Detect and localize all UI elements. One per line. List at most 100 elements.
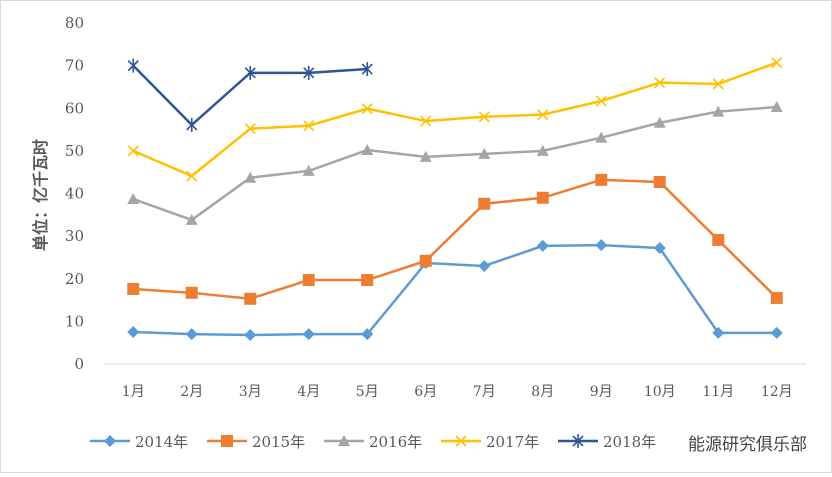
legend-label: 2018年: [603, 433, 656, 451]
data-point: [770, 291, 783, 304]
watermark: 能源研究俱乐部: [688, 435, 807, 455]
data-point: [127, 326, 140, 339]
x-tick-label: 9月: [590, 384, 613, 400]
data-point: [221, 435, 233, 447]
data-point: [244, 123, 256, 135]
data-point: [478, 259, 491, 272]
data-point: [361, 62, 373, 77]
x-tick-label: 3月: [239, 384, 262, 400]
data-point: [770, 326, 783, 339]
series-line: [132, 61, 778, 178]
data-point: [186, 170, 198, 182]
series-group: [127, 57, 783, 342]
series-2015年: [127, 173, 783, 305]
y-tick-label: 30: [65, 227, 84, 245]
series-2018年: [127, 58, 373, 132]
x-tick-label: 2月: [180, 384, 203, 400]
data-point: [185, 328, 198, 341]
data-point: [361, 328, 374, 341]
data-point: [127, 282, 140, 295]
data-point: [302, 164, 315, 176]
data-point: [185, 286, 198, 299]
legend-label: 2015年: [252, 433, 305, 451]
y-axis-label: 单位：亿千瓦时: [31, 139, 50, 251]
series-2016年: [127, 100, 783, 225]
x-axis: 1月 2月 3月 4月 5月 6月 7月 8月 9月 10月 11月 12月: [104, 363, 806, 400]
data-point: [770, 100, 783, 112]
y-tick-label: 40: [65, 185, 84, 203]
data-point: [303, 65, 315, 80]
data-point: [455, 435, 467, 447]
y-tick-label: 50: [65, 142, 84, 160]
data-point: [653, 242, 666, 255]
x-tick-label: 10月: [644, 384, 676, 400]
data-point: [338, 435, 350, 446]
data-point: [712, 105, 725, 117]
legend-label: 2016年: [369, 433, 422, 451]
x-tick-label: 8月: [531, 384, 554, 400]
data-point: [478, 197, 491, 210]
data-point: [244, 65, 256, 80]
legend-label: 2014年: [135, 433, 188, 451]
x-tick-label: 11月: [702, 384, 734, 400]
series-line: [133, 178, 778, 301]
x-tick-label: 4月: [297, 384, 320, 400]
data-point: [127, 58, 139, 73]
series-line: [132, 105, 777, 222]
data-point: [536, 239, 549, 252]
y-tick-label: 0: [74, 355, 84, 373]
data-point: [104, 435, 116, 447]
legend-item: 2017年: [441, 433, 539, 451]
legend-item: 2018年: [558, 433, 656, 451]
data-point: [244, 292, 257, 305]
data-point: [595, 239, 608, 252]
legend-item: 2015年: [207, 433, 305, 451]
data-point: [127, 145, 139, 157]
legend-label: 2017年: [486, 433, 539, 451]
data-point: [478, 147, 491, 159]
x-tick-label: 1月: [122, 384, 145, 400]
data-point: [244, 171, 257, 183]
data-point: [712, 326, 725, 339]
y-tick-label: 10: [65, 312, 84, 330]
series-line: [133, 243, 777, 337]
x-tick-label: 6月: [414, 384, 437, 400]
data-point: [302, 328, 315, 341]
data-point: [654, 77, 666, 89]
data-point: [303, 120, 315, 132]
series-2017年: [127, 57, 783, 182]
data-point: [595, 95, 607, 107]
y-tick-label: 80: [65, 14, 84, 32]
legend: 2014年 2015年 2016年 2017年 2018年: [90, 433, 656, 451]
data-point: [361, 103, 373, 115]
data-point: [653, 116, 666, 128]
legend-item: 2014年: [90, 433, 188, 451]
data-point: [595, 131, 608, 143]
data-point: [302, 274, 315, 287]
y-tick-label: 20: [65, 270, 84, 288]
data-point: [186, 117, 198, 132]
x-tick-label: 12月: [761, 384, 793, 400]
data-point: [536, 191, 549, 204]
data-point: [712, 233, 725, 246]
data-point: [127, 193, 140, 205]
data-point: [244, 329, 257, 342]
y-tick-label: 60: [65, 99, 84, 117]
data-point: [420, 115, 432, 127]
legend-item: 2016年: [324, 433, 422, 451]
data-point: [595, 173, 608, 186]
y-tick-label: 70: [65, 57, 84, 75]
data-point: [361, 274, 374, 287]
x-tick-label: 7月: [473, 384, 496, 400]
data-point: [478, 111, 490, 123]
data-point: [419, 150, 432, 162]
data-point: [536, 144, 549, 156]
data-point: [572, 434, 584, 448]
data-point: [419, 254, 432, 267]
y-axis: 0 10 20 30 40 50 60 70 80: [65, 14, 84, 373]
data-point: [185, 213, 198, 225]
x-tick-label: 5月: [356, 384, 379, 400]
data-point: [537, 109, 549, 121]
